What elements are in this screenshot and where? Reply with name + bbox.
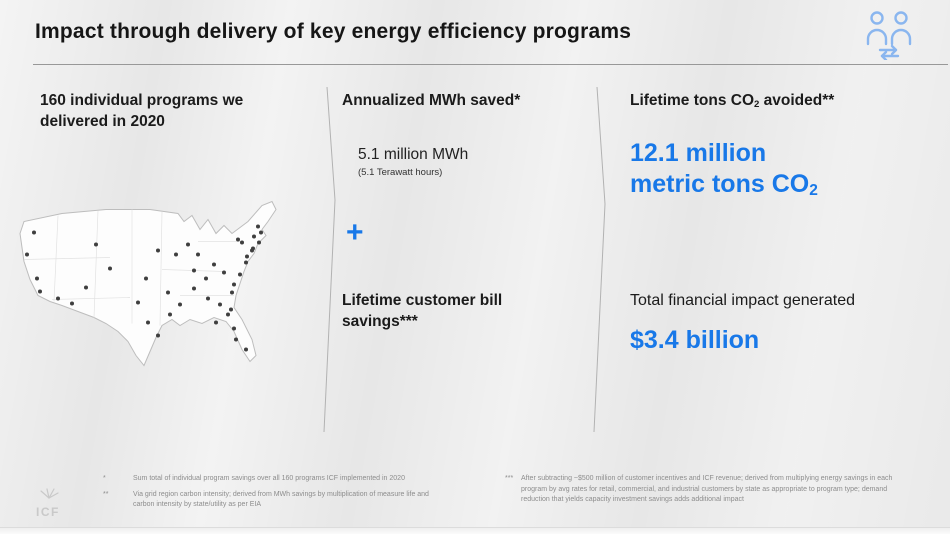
plus-sign: + — [346, 216, 364, 249]
icf-logo-text: ICF — [36, 505, 60, 519]
footnote: *** After subtracting ~$500 million of c… — [505, 474, 895, 506]
page-title: Impact through delivery of key energy ef… — [35, 20, 632, 43]
program-location-dots — [25, 224, 263, 352]
bottom-strip — [0, 527, 950, 534]
co2-subscript: 2 — [754, 99, 760, 111]
co2-subscript: 2 — [809, 182, 818, 200]
icf-logo: ICF — [36, 486, 62, 519]
mwh-heading: Annualized MWh saved* — [342, 92, 521, 109]
us-program-map — [19, 200, 277, 367]
footnote-marker: ** — [103, 490, 109, 498]
co2-heading-suffix: avoided** — [759, 92, 835, 109]
footnote: ** Via grid region carbon intensity; der… — [103, 490, 448, 511]
footnote-text: Sum total of individual program savings … — [133, 475, 405, 482]
financial-impact-value: $3.4 billion — [630, 326, 760, 354]
footnote-text: After subtracting ~$500 million of custo… — [521, 475, 893, 503]
state-borders — [23, 209, 242, 326]
footnote: * Sum total of individual program saving… — [103, 474, 448, 485]
co2-heading-prefix: Lifetime tons CO — [630, 92, 755, 109]
co2-heading: Lifetime tons CO2 avoided** — [630, 90, 940, 113]
mwh-value: 5.1 million MWh — [358, 146, 469, 163]
footnote-marker: *** — [505, 475, 514, 482]
column-divider-left — [323, 86, 336, 433]
bill-savings-heading: Lifetime customer bill savings*** — [342, 292, 503, 330]
footnote-marker: * — [103, 475, 106, 482]
co2-value-line1: 12.1 million — [630, 139, 767, 167]
mwh-note: (5.1 Terawatt hours) — [358, 167, 443, 178]
footnotes-left: * Sum total of individual program saving… — [103, 474, 448, 516]
financial-impact-heading: Total financial impact generated — [630, 292, 856, 309]
us-map-outline — [19, 200, 277, 367]
co2-value-line2: metric tons CO2 — [630, 170, 818, 200]
column-divider-right — [593, 86, 606, 433]
co2-value: 12.1 million metric tons CO2 — [630, 138, 818, 203]
programs-heading: 160 individual programs we delivered in … — [40, 92, 244, 130]
footnotes-right: *** After subtracting ~$500 million of c… — [505, 474, 895, 511]
icf-logo-burst-icon — [40, 488, 59, 499]
people-exchange-icon — [866, 11, 912, 60]
title-divider — [33, 64, 948, 65]
footnote-text: Via grid region carbon intensity; derive… — [133, 490, 429, 509]
